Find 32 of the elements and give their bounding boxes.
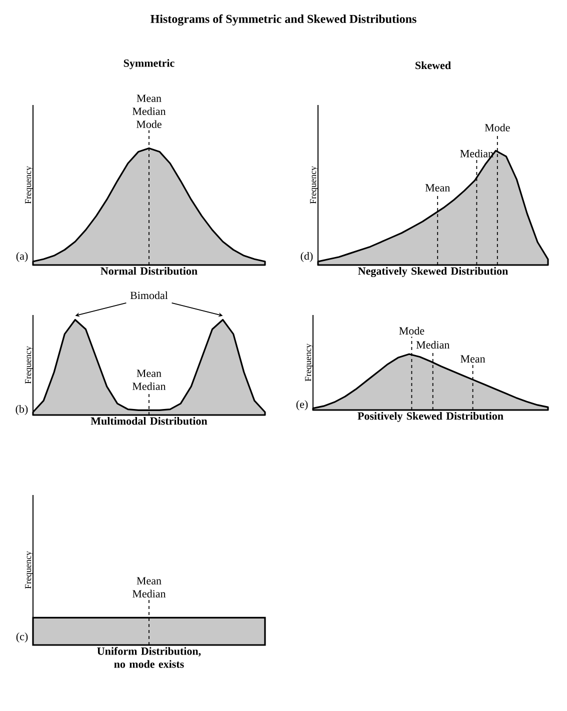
text: Mode — [399, 326, 424, 335]
chart-subtitle: Symmetric — [124, 59, 174, 70]
text: Mean — [136, 577, 162, 585]
y-axis-title: Frequency — [305, 344, 314, 382]
text: (a) — [16, 252, 28, 262]
x-axis-title: Negatively Skewed Distribution — [358, 267, 508, 278]
annotation: Mean — [425, 184, 450, 192]
text: Frequency — [25, 551, 33, 589]
text: Uniform Distribution, no mode exists — [97, 646, 201, 668]
y-axis-title: Frequency — [310, 166, 318, 204]
chart-title: Histograms of Symmetric and Skewed Distributions — [150, 14, 416, 26]
text: (e) — [296, 400, 308, 410]
text: Median — [132, 590, 166, 598]
text: Mean — [136, 94, 162, 102]
annotation: Mean — [136, 370, 162, 378]
annotation: Median — [132, 382, 166, 390]
text: Median — [416, 340, 450, 349]
text: Mode — [136, 120, 162, 128]
y-axis-title: Frequency — [25, 346, 34, 384]
chart-subtitle: Skewed — [416, 61, 451, 70]
annotation: Median — [460, 150, 494, 158]
text: Median — [132, 107, 166, 116]
text: Mode — [484, 124, 510, 132]
x-axis-title: Positively Skewed Distribution — [358, 412, 504, 422]
text: (d) — [300, 252, 313, 262]
text: (b) — [16, 405, 28, 415]
y-axis-title: Frequency — [25, 166, 33, 204]
text: (c) — [16, 632, 28, 642]
x-axis-title: Multimodal Distribution — [90, 417, 208, 425]
x-axis-title: Normal Distribution — [100, 267, 198, 275]
text: Bimodal — [130, 291, 168, 300]
annotation: Mean — [460, 355, 486, 363]
